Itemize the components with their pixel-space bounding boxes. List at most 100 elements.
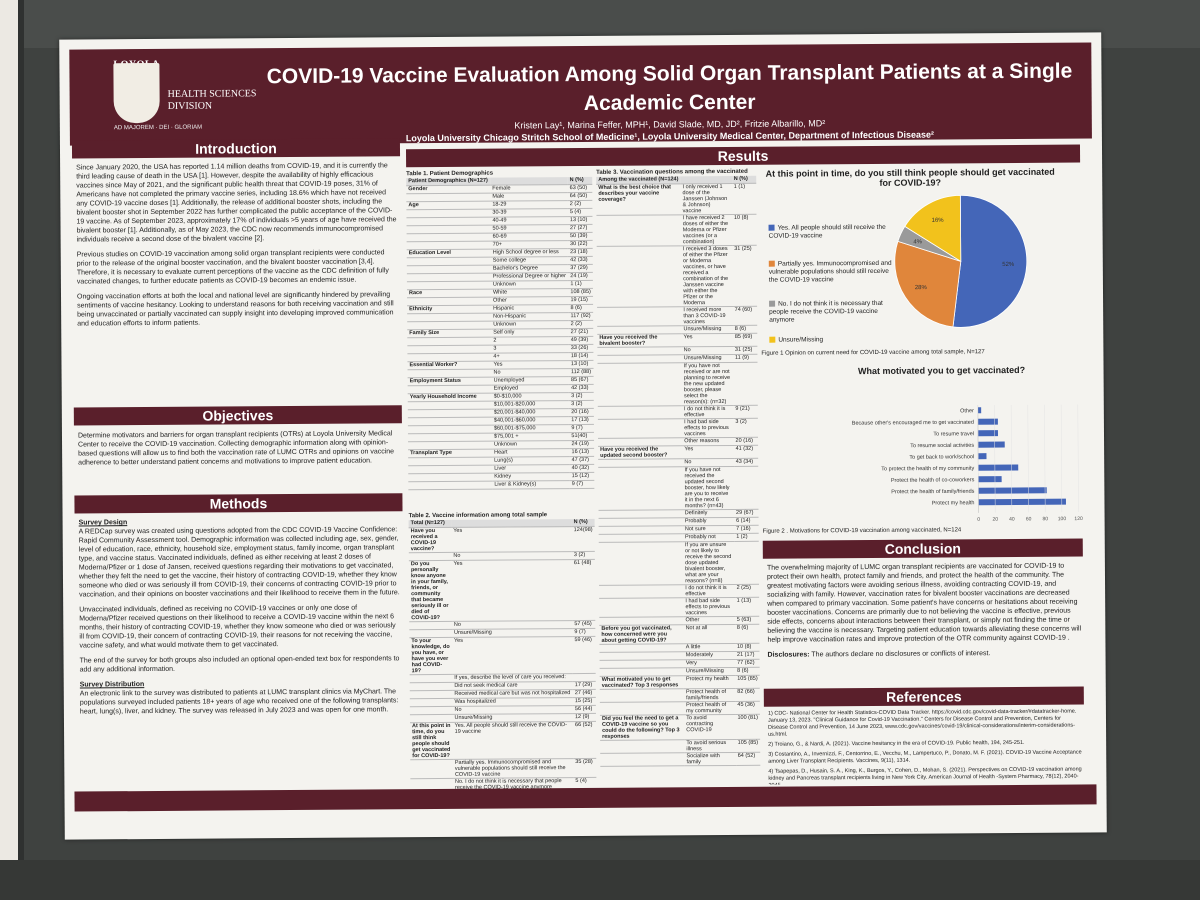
table-cell: 3 (2) (571, 551, 595, 560)
legend-swatch (768, 260, 775, 267)
table-cell: 8 (6) (568, 304, 594, 313)
table-cell: 19 (15) (568, 296, 594, 305)
table-cell: Have you received a COVID-19 vaccine? (408, 527, 452, 553)
table-cell: 27 (27) (567, 224, 593, 233)
bar (978, 453, 987, 460)
table-row: Protect health of family/friends 82 (66) (599, 688, 760, 703)
table-cell: 1 (2) (734, 533, 759, 542)
bar-category-label: Protect the health of family/friends (891, 489, 974, 496)
introduction-text: Since January 2020, the USA has reported… (76, 161, 400, 403)
legend-label: Yes. All people should still receive the… (768, 223, 886, 240)
objectives-heading: Objectives (73, 405, 402, 426)
table-row: Do you personally know anyone in your fa… (408, 559, 596, 622)
table-cell (600, 739, 685, 754)
shield-icon (113, 62, 160, 124)
legend-swatch (769, 300, 776, 307)
table-row: What is the best choice that describes y… (596, 183, 757, 216)
table-cell: 8 (6) (732, 325, 758, 334)
table-row: I received more than 3 COVID-19 vaccines… (597, 306, 758, 327)
bar-chart-title: What motivated you to get vaccinated? (858, 364, 1026, 377)
table-cell: 33 (26) (568, 344, 594, 353)
methods-paragraph: An electronic link to the survey was dis… (79, 688, 399, 716)
table-cell: I received 3 doses of either the Pfizer … (680, 245, 733, 307)
table-cell: 13 (10) (568, 360, 594, 369)
table-row: If you have not received the updated sec… (598, 466, 759, 511)
table-cell: To avoid serious illness (684, 739, 736, 753)
table-cell: 64 (52) (735, 752, 761, 766)
disclosures-text: The authors declare no disclosures or co… (811, 650, 991, 659)
table-cell: 49 (39) (568, 336, 594, 345)
table-cell (572, 673, 596, 682)
table-cell: Not at all (683, 624, 735, 644)
table-cell: 35 (28) (573, 758, 597, 778)
table-cell: 74 (60) (732, 306, 758, 326)
bar (978, 441, 1005, 448)
pie-legend-item: Unsure/Missing (769, 336, 893, 345)
table-cell (410, 759, 453, 779)
table-cell: 23 (18) (568, 248, 593, 257)
table-row: Have you received the bivalent booster? Y… (597, 333, 758, 348)
objectives-text: Determine motivators and barriers for or… (78, 429, 400, 489)
table-cell: 77 (62) (735, 659, 760, 668)
bar-category-label: To resume social activities (910, 443, 974, 449)
disclosures-label: Disclosures: (767, 651, 810, 659)
loyola-logo: LOYOLA HEALTH SCIENCES DIVISION AD MAJOR… (113, 56, 264, 147)
table-cell: 50 (39) (567, 232, 593, 241)
bar-category-label: Protect the health of co-coworkers (891, 477, 975, 484)
introduction-paragraph: Since January 2020, the USA has reported… (76, 162, 397, 244)
table-cell: Did you feel the need to get a COVID-19 … (599, 714, 685, 741)
table-cell: If you are unsure or not likely to recei… (682, 541, 735, 585)
table-cell: 57 (45) (572, 620, 596, 629)
table-cell: 8 (6) (734, 624, 760, 644)
table-cell: I received more than 3 COVID-19 vaccines (681, 306, 733, 326)
table-row: Have you received the updated second boo… (598, 445, 759, 460)
table-cell: 31 (25) (732, 346, 758, 355)
table-cell: Protect health of family/friends (684, 688, 736, 702)
pie-slice-label: 52% (1002, 262, 1015, 268)
bar (978, 476, 1002, 483)
wall-edge-shadow (18, 0, 24, 900)
table-header-cell: N (%) (571, 518, 595, 527)
table-row: Protect health of my community 45 (36) (599, 701, 760, 716)
poster-header: LOYOLA HEALTH SCIENCES DIVISION AD MAJOR… (69, 42, 1092, 147)
table-header-cell: N (%) (567, 176, 593, 185)
table-cell: 2 (2) (567, 200, 593, 209)
table-row: I had bad side effects to previous vacci… (599, 597, 760, 618)
table-cell: Yes (451, 636, 573, 675)
table-row: I do not think it is effective 9 (21) (597, 405, 758, 420)
pie-slice-label: 16% (932, 218, 945, 224)
legend-swatch (768, 224, 775, 231)
table-cell: 64 (50) (567, 192, 593, 201)
pie-slice (894, 240, 962, 328)
gridline (977, 405, 979, 513)
pie-slice (952, 194, 1028, 328)
gridline (1027, 404, 1029, 513)
reference-item: 1) CDC- National Center for Health Stati… (767, 708, 1077, 738)
table-cell: 61 (48) (571, 559, 596, 621)
figure-1-caption: Figure 1 Opinion on current need for COV… (761, 349, 985, 357)
conclusion-heading: Conclusion (762, 538, 1083, 559)
table-cell: 42 (33) (568, 256, 593, 265)
table-cell: I have received 2 doses of either the Mo… (680, 214, 733, 246)
bar-category-label: To protect the health of my community (881, 466, 974, 473)
table-cell: 100 (81) (735, 714, 761, 740)
poster: LOYOLA HEALTH SCIENCES DIVISION AD MAJOR… (59, 32, 1107, 840)
table-cell: Before you got vaccinated, how concerned… (599, 624, 684, 645)
table-cell: 27 (21) (568, 328, 594, 337)
table-cell: 85 (69) (732, 333, 758, 347)
table-cell: 124(98) (571, 526, 595, 552)
x-tick-label: 60 (1026, 516, 1032, 522)
reference-item: 4) Tsapepas, D., Husain, S. A., King, K.… (768, 766, 1082, 785)
table-cell: 41 (32) (733, 445, 759, 459)
table-cell: 8 (6) (735, 667, 760, 676)
results-heading: Results (405, 144, 1081, 168)
table-cell: Yes (681, 333, 733, 347)
table-row: Socialize with family 64 (52) (600, 752, 761, 767)
table-cell: 9 (7) (569, 480, 595, 489)
table-cell: Partially yes. Immunocompromised and vul… (452, 758, 574, 779)
table-row: I have received 2 doses of either the Mo… (596, 214, 757, 247)
table-cell: I do not think it is effective (682, 405, 734, 419)
table-cell: 20 (16) (569, 408, 594, 417)
table-row: I received 3 doses of either the Pfizer … (596, 245, 758, 308)
table-cell: Yes (682, 445, 734, 459)
